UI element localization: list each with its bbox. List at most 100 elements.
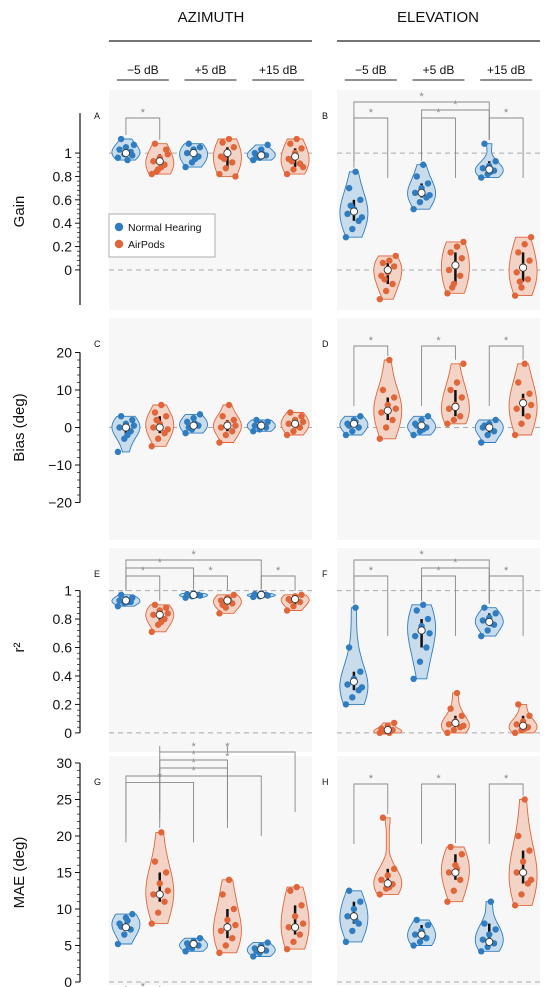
data-point	[379, 814, 387, 821]
level-label: −5 dB	[355, 63, 387, 77]
significance-bracket	[260, 575, 296, 591]
data-point	[390, 263, 398, 270]
data-point	[410, 675, 417, 683]
data-point	[148, 628, 155, 636]
data-point	[196, 144, 204, 151]
data-point	[423, 644, 430, 651]
data-point	[164, 610, 171, 617]
data-point	[287, 409, 294, 416]
data-point	[117, 591, 125, 599]
data-point	[232, 422, 239, 429]
data-point	[225, 401, 233, 409]
data-point	[478, 439, 485, 446]
data-point	[116, 146, 123, 153]
data-point	[445, 721, 453, 728]
significance-star: *	[369, 107, 374, 119]
data-point	[196, 592, 204, 599]
data-point	[419, 601, 427, 609]
data-point	[299, 920, 307, 927]
data-point	[376, 435, 383, 442]
data-point	[518, 284, 525, 291]
data-point	[345, 184, 353, 192]
data-point	[229, 428, 236, 435]
data-point	[413, 916, 420, 924]
data-point	[516, 278, 524, 285]
significance-bracket	[421, 575, 456, 636]
data-point	[150, 158, 157, 165]
data-point	[162, 869, 170, 876]
data-point	[150, 611, 157, 618]
data-point	[389, 280, 396, 288]
data-point	[479, 936, 487, 943]
data-point	[515, 249, 522, 256]
y-tick-label: 0.2	[53, 696, 73, 712]
data-point	[114, 154, 122, 161]
panel-background	[337, 90, 540, 310]
data-point	[376, 891, 383, 898]
panel-background	[337, 548, 540, 752]
level-label: −5 dB	[127, 63, 159, 77]
level-label: +5 dB	[195, 63, 227, 77]
data-point	[481, 920, 488, 927]
level-labels: −5 dB +5 dB +15 dB −5 dB +5 dB +15 dB	[116, 63, 533, 81]
panel-letter: D	[322, 339, 329, 349]
legend-marker-normal-hearing	[114, 222, 124, 232]
data-point	[392, 405, 399, 412]
data-point	[114, 940, 122, 948]
panel-G: G********	[94, 741, 312, 987]
data-point	[183, 590, 191, 598]
data-point	[411, 632, 419, 640]
data-point	[293, 883, 300, 891]
panel-C: C	[94, 318, 312, 540]
data-point	[419, 161, 427, 168]
data-point	[445, 266, 453, 274]
data-point	[230, 905, 238, 913]
data-point	[413, 173, 420, 180]
significance-star: *	[141, 107, 146, 119]
data-point	[444, 729, 451, 737]
data-point	[129, 152, 136, 159]
data-point	[287, 140, 294, 147]
data-point	[352, 604, 359, 611]
data-point	[527, 876, 535, 883]
data-point	[298, 591, 305, 599]
data-point	[424, 921, 432, 929]
significance-bracket	[421, 345, 456, 406]
significance-star: *	[208, 565, 213, 577]
data-point	[253, 416, 260, 424]
data-point	[390, 865, 398, 873]
data-point	[526, 847, 533, 854]
data-point	[511, 431, 519, 439]
data-point	[389, 416, 396, 424]
panel-A: A *	[94, 90, 312, 310]
median-marker	[223, 596, 232, 605]
data-point	[447, 843, 454, 851]
median-marker	[121, 423, 130, 432]
data-point	[151, 140, 159, 147]
data-point	[342, 431, 350, 439]
data-point	[521, 360, 528, 367]
y-tick-label: 30	[56, 755, 72, 771]
data-point	[342, 234, 350, 241]
data-point	[183, 149, 191, 157]
data-point	[410, 431, 417, 439]
significance-star: *	[504, 107, 509, 119]
data-point	[384, 872, 391, 879]
data-point	[481, 604, 488, 611]
data-point	[447, 249, 454, 256]
median-marker	[349, 677, 358, 686]
data-point	[164, 426, 171, 433]
panel-background	[337, 318, 540, 540]
data-point	[298, 902, 305, 909]
data-point	[511, 729, 519, 737]
median-marker	[383, 879, 392, 888]
data-point	[250, 428, 257, 435]
data-point	[124, 431, 131, 439]
y-tick-label: 0.8	[53, 611, 73, 627]
median-marker	[519, 721, 528, 730]
data-point	[347, 202, 354, 209]
y-tick-label: 0	[64, 725, 72, 741]
data-point	[458, 394, 466, 401]
data-point	[264, 592, 271, 599]
